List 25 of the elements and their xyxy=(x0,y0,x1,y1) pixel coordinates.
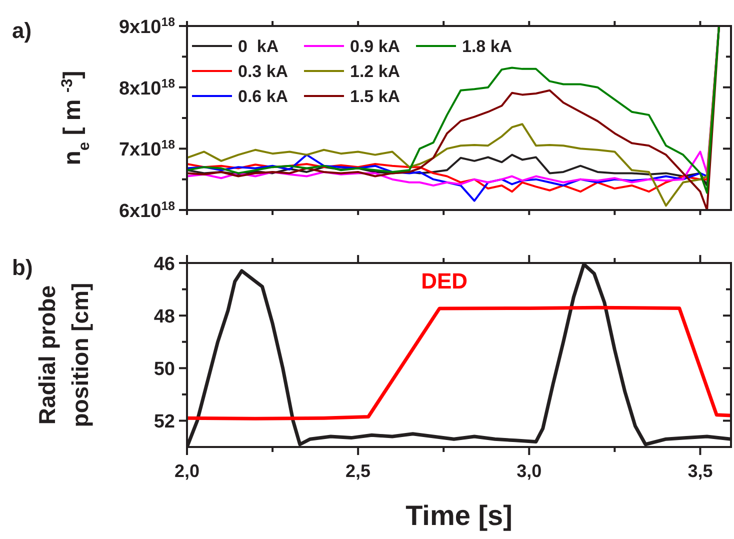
legend-label: 0 kA xyxy=(238,37,279,56)
x-axis-title: Time [s] xyxy=(406,500,512,531)
y-tick-label: 6x10$^{18}$ xyxy=(118,199,176,222)
text: b) xyxy=(12,255,33,280)
x-tick-label: 3,5 xyxy=(688,461,713,481)
legend-label: 0.3 kA xyxy=(238,62,288,81)
y-tick-label: 52 xyxy=(154,412,175,433)
y-tick-label: 46 xyxy=(154,254,175,275)
y-axis-title: Radial probe position [cm] xyxy=(34,282,93,428)
series-label: DED xyxy=(421,268,468,294)
y-tick-label: 50 xyxy=(154,359,175,380)
y-tick-label: 48 xyxy=(154,306,175,328)
x-tick-label: 3,0 xyxy=(516,461,542,481)
legend-label: 0.9 kA xyxy=(350,37,400,56)
line-series xyxy=(187,306,731,420)
x-tick-label: 2,0 xyxy=(174,461,200,481)
x-tick-label: 2,5 xyxy=(346,461,371,481)
legend-label: 1.5 kA xyxy=(350,87,400,106)
y-tick-label: 9x10$^{18}$ xyxy=(118,15,176,38)
y-tick-label: 8x10$^{18}$ xyxy=(118,76,176,100)
y-tick-label: 7x10$^{18}$ xyxy=(118,138,176,161)
legend-label: 1.8 kA xyxy=(462,37,512,56)
text: a) xyxy=(12,18,32,43)
legend-label: 0.6 kA xyxy=(238,87,288,106)
legend-label: 1.2 kA xyxy=(350,62,400,81)
